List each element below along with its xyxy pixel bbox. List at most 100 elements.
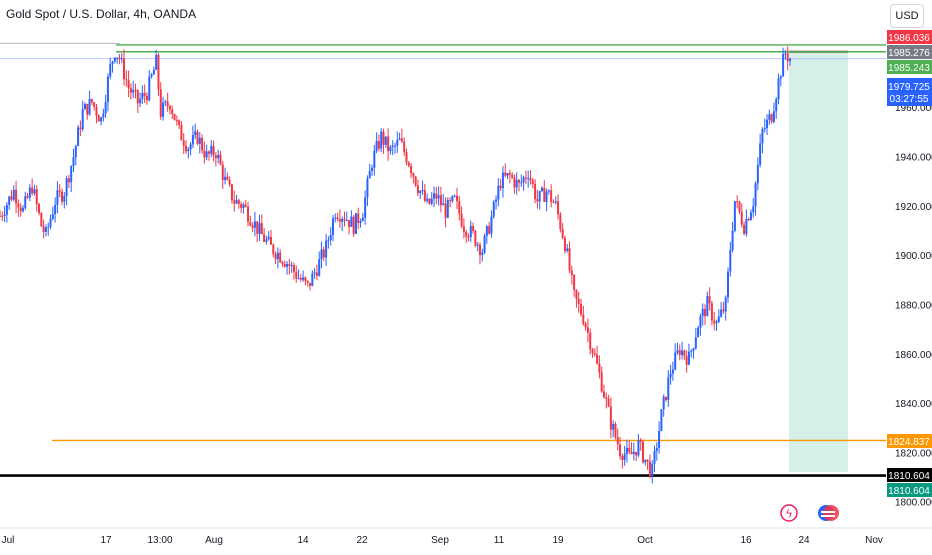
candle-body <box>628 447 631 453</box>
candle-body <box>717 316 720 322</box>
candle-body <box>214 155 217 159</box>
candle-body <box>729 250 732 272</box>
candle-body <box>168 106 171 110</box>
candle-body <box>600 372 603 392</box>
candle-body <box>625 447 628 454</box>
candle-body <box>15 189 18 204</box>
candle-body <box>435 193 438 199</box>
candle-body <box>253 221 256 228</box>
candle-body <box>38 204 41 214</box>
candle-body <box>47 226 50 228</box>
candle-body <box>24 196 27 208</box>
price-label-gray-bg <box>887 45 932 59</box>
candle-body <box>228 179 231 185</box>
candle-body <box>715 321 718 324</box>
x-tick-label: Nov <box>865 535 883 546</box>
candle-body <box>651 463 654 477</box>
candle-body <box>237 200 240 205</box>
candle-body <box>28 187 31 198</box>
candle-body <box>593 353 596 355</box>
candle-body <box>196 131 199 144</box>
candle-body <box>348 219 351 227</box>
lightning-event-glyph: ϟ <box>786 508 792 520</box>
candle-body <box>311 273 314 286</box>
candle-body <box>63 195 66 202</box>
candle-body <box>10 196 13 200</box>
candle-body <box>292 265 295 272</box>
x-tick-label: 11 <box>494 535 505 546</box>
candle-body <box>187 149 190 152</box>
candle-body <box>782 54 785 77</box>
candle-body <box>54 204 57 215</box>
candle-body <box>207 151 210 154</box>
candle-body <box>205 151 208 158</box>
candle-body <box>8 196 11 205</box>
candle-body <box>132 89 135 93</box>
candle-body <box>267 236 270 240</box>
candle-body <box>511 174 514 178</box>
candle-body <box>609 406 612 430</box>
candle-body <box>442 203 445 206</box>
candle-body <box>426 198 429 201</box>
candle-body <box>387 136 390 152</box>
candle-body <box>95 106 98 116</box>
candle-body <box>518 180 521 183</box>
y-tick-label: 1860.000 <box>895 350 932 361</box>
candle-body <box>134 89 137 91</box>
candle-body <box>407 162 410 166</box>
candle-body <box>439 195 442 206</box>
candle-body <box>391 145 394 148</box>
currency-button[interactable]: USD <box>890 4 924 28</box>
candle-body <box>561 228 564 238</box>
candle-body <box>701 308 704 317</box>
candle-body <box>3 214 6 217</box>
candle-body <box>768 114 771 120</box>
candle-body <box>495 199 498 202</box>
candle-body <box>102 113 105 118</box>
candle-body <box>752 206 755 213</box>
candle-body <box>483 235 486 253</box>
candle-body <box>710 303 713 321</box>
last-price-label: 1979.725 <box>888 82 930 93</box>
candle-body <box>602 391 605 398</box>
candle-body <box>136 90 139 104</box>
candle-body <box>281 262 284 264</box>
candle-body <box>371 167 374 171</box>
candle-body <box>683 350 686 357</box>
y-tick-label: 1940.000 <box>895 153 932 164</box>
x-tick-label: 13:00 <box>147 535 172 546</box>
candle-body <box>201 137 204 151</box>
candle-body <box>536 199 539 202</box>
price-label-green: 1985.243 <box>888 63 930 74</box>
candle-body <box>309 282 312 286</box>
candle-body <box>49 219 52 227</box>
candle-body <box>72 157 75 167</box>
candle-body <box>460 213 463 227</box>
candle-body <box>185 145 188 152</box>
candle-body <box>568 248 571 271</box>
candle-body <box>224 176 227 180</box>
candle-body <box>614 423 617 438</box>
candle-body <box>221 164 224 180</box>
candle-body <box>658 430 661 449</box>
candle-body <box>469 226 472 238</box>
x-tick-label: 22 <box>356 535 368 546</box>
candle-body <box>449 199 452 201</box>
candle-body <box>577 298 580 304</box>
candle-body <box>258 223 261 234</box>
candle-body <box>639 440 642 442</box>
candle-body <box>488 226 491 234</box>
candle-body <box>653 450 656 464</box>
candle-body <box>706 296 709 317</box>
candle-body <box>325 240 328 258</box>
flag-stripe <box>821 515 835 517</box>
candle-body <box>77 127 80 146</box>
candle-body <box>412 173 415 177</box>
candle-body <box>274 253 277 260</box>
candle-body <box>642 441 645 463</box>
candle-body <box>336 217 339 220</box>
candle-body <box>67 178 70 183</box>
price-label-red: 1986.036 <box>888 33 930 44</box>
